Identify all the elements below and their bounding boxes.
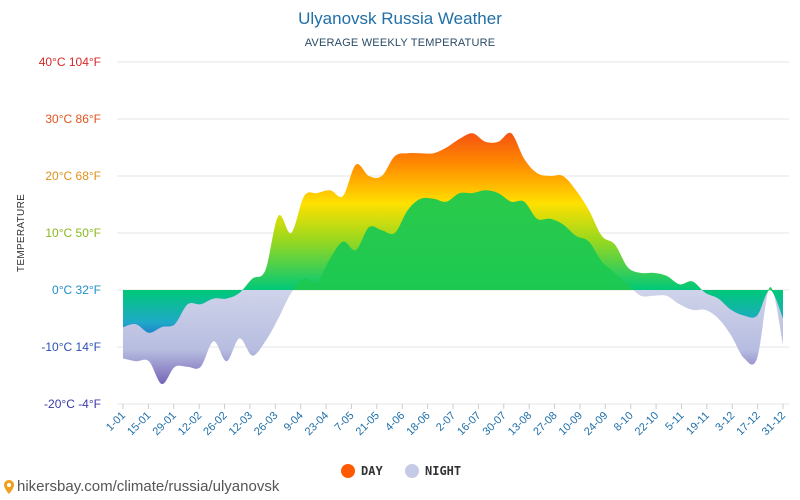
x-tick-label: 29-01 <box>151 410 179 438</box>
x-tick-label: 5-11 <box>663 410 686 433</box>
x-tick-label: 19-11 <box>684 410 712 438</box>
x-tick-label: 27-08 <box>531 410 559 438</box>
legend-marker-day <box>341 464 355 478</box>
y-tick-label: 0°C 32°F <box>52 283 101 297</box>
x-tick-label: 26-03 <box>252 410 280 438</box>
plot-areas <box>123 132 783 385</box>
source-footer[interactable]: hikersbay.com/climate/russia/ulyanovsk <box>4 478 279 495</box>
legend-marker-night <box>405 464 419 478</box>
legend: DAY NIGHT <box>341 464 461 478</box>
location-pin-icon <box>4 479 14 494</box>
x-tick-label: 30-07 <box>481 410 509 438</box>
x-tick-label: 21-05 <box>354 410 382 438</box>
y-tick-label: 10°C 50°F <box>45 226 101 240</box>
x-tick-label: 13-08 <box>506 410 534 438</box>
chart-subtitle: AVERAGE WEEKLY TEMPERATURE <box>305 37 496 49</box>
y-tick-label: 30°C 86°F <box>45 112 101 126</box>
x-tick-label: 26-02 <box>201 410 229 438</box>
night-area <box>123 190 783 290</box>
x-tick-label: 12-02 <box>176 410 204 438</box>
x-tick-label: 18-06 <box>404 410 432 438</box>
x-tick-label: 16-07 <box>455 410 483 438</box>
y-tick-label: -20°C -4°F <box>44 397 101 411</box>
source-url[interactable]: hikersbay.com/climate/russia/ulyanovsk <box>17 478 280 495</box>
y-tick-label: -10°C 14°F <box>41 340 101 354</box>
y-axis-ticks: 40°C 104°F 30°C 86°F 20°C 68°F 10°C 50°F 0°C… <box>39 55 101 411</box>
legend-label-night[interactable]: NIGHT <box>425 464 461 478</box>
x-tick-label: 31-12 <box>760 410 788 438</box>
x-tick-label: 10-09 <box>557 410 585 438</box>
y-tick-label: 20°C 68°F <box>45 169 101 183</box>
x-tick-label: 17-12 <box>734 410 762 438</box>
x-tick-label: 23-04 <box>303 410 331 438</box>
x-tick-label: 15-01 <box>125 410 153 438</box>
chart-title: Ulyanovsk Russia Weather <box>298 9 502 28</box>
x-tick-label: 22-10 <box>633 410 661 438</box>
x-tick-label: 12-03 <box>227 410 255 438</box>
legend-label-day[interactable]: DAY <box>361 464 383 478</box>
y-tick-label: 40°C 104°F <box>39 55 101 69</box>
x-tick-label: 24-09 <box>582 410 610 438</box>
y-axis-label: TEMPERATURE <box>16 194 27 272</box>
day-area-below-zero <box>123 290 783 333</box>
